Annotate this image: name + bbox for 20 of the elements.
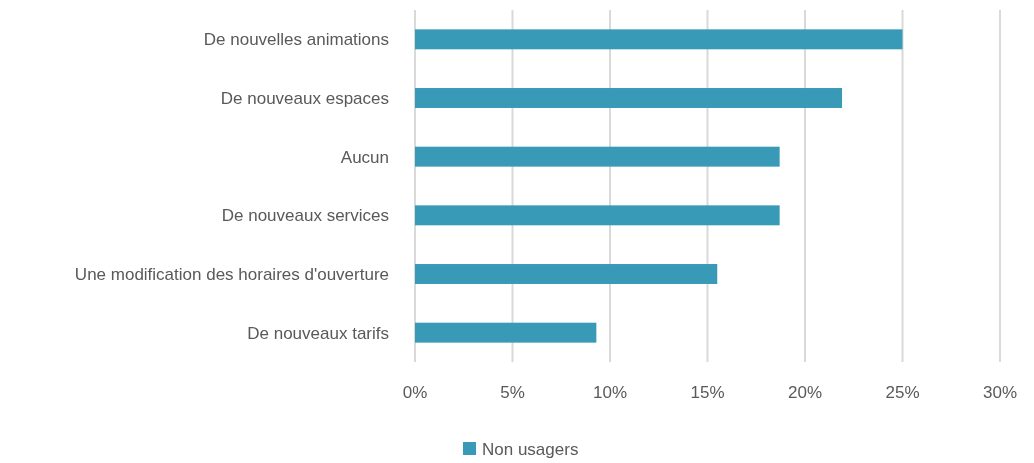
y-tick-label: De nouveaux espaces (220, 88, 389, 108)
y-tick-label: De nouveaux tarifs (247, 323, 389, 343)
y-tick-label: De nouvelles animations (203, 30, 389, 50)
legend-label: Non usagers (482, 439, 579, 459)
x-tick-label: 10% (592, 383, 628, 402)
y-tick-label: De nouveaux services (221, 206, 389, 226)
bar (415, 88, 843, 108)
bar (415, 322, 597, 343)
x-tick-label: 0% (402, 383, 428, 402)
x-tick-label: 20% (787, 383, 823, 402)
bar (415, 146, 780, 167)
y-tick-label: Une modification des horaires d'ouverture (74, 264, 389, 284)
x-tick-label: 25% (885, 383, 920, 402)
x-tick-label: 15% (690, 383, 725, 402)
x-tick-label: 5% (500, 383, 525, 402)
y-tick-label: Aucun (340, 147, 389, 167)
x-tick-label: 30% (982, 383, 1018, 402)
bar (415, 29, 903, 50)
bar (415, 205, 780, 226)
bar (415, 264, 718, 284)
